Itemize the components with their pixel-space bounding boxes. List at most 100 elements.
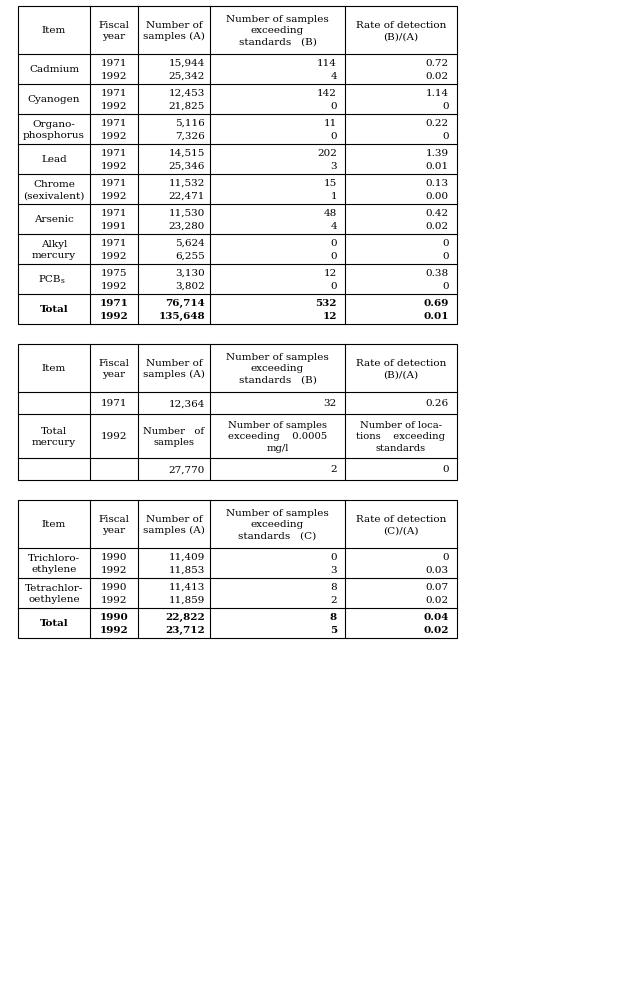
Text: 1992: 1992 — [101, 282, 127, 291]
Text: s: s — [61, 277, 65, 285]
Text: 0: 0 — [442, 239, 449, 247]
Text: 7,326: 7,326 — [175, 132, 205, 141]
Text: Number of
samples (A): Number of samples (A) — [143, 21, 205, 41]
Text: Fiscal
year: Fiscal year — [99, 515, 130, 534]
Text: Cyanogen: Cyanogen — [28, 96, 80, 105]
Text: 2: 2 — [330, 596, 337, 604]
Text: 1971: 1971 — [101, 178, 127, 187]
Text: Number of samples
exceeding
standards   (B): Number of samples exceeding standards (B… — [226, 353, 329, 385]
Text: 0.04: 0.04 — [424, 612, 449, 621]
Text: 1992: 1992 — [101, 132, 127, 141]
Text: 4: 4 — [330, 222, 337, 231]
Text: Number of samples
exceeding    0.0005
mg/l: Number of samples exceeding 0.0005 mg/l — [228, 421, 327, 453]
Text: 1.39: 1.39 — [426, 149, 449, 158]
Text: 1990: 1990 — [99, 612, 128, 621]
Text: 4: 4 — [330, 72, 337, 81]
Text: 3: 3 — [330, 566, 337, 575]
Text: 0.13: 0.13 — [426, 178, 449, 187]
Text: Total: Total — [39, 306, 68, 315]
Text: Rate of detection
(C)/(A): Rate of detection (C)/(A) — [356, 515, 446, 534]
Text: 1971: 1971 — [101, 209, 127, 218]
Text: 0.72: 0.72 — [426, 59, 449, 68]
Text: Number of samples
exceeding
standards   (B): Number of samples exceeding standards (B… — [226, 15, 329, 47]
Text: 0: 0 — [330, 282, 337, 291]
Text: Total: Total — [39, 619, 68, 628]
Text: 1992: 1992 — [101, 432, 127, 441]
Text: 0.02: 0.02 — [426, 72, 449, 81]
Text: 1992: 1992 — [101, 102, 127, 111]
Text: 25,346: 25,346 — [168, 162, 205, 171]
Text: 8: 8 — [330, 583, 337, 592]
Text: 0.03: 0.03 — [426, 566, 449, 575]
Text: Cadmium: Cadmium — [29, 65, 79, 74]
Text: 22,822: 22,822 — [165, 612, 205, 621]
Text: Total
mercury: Total mercury — [32, 426, 76, 447]
Text: Number of loca-
tions    exceeding
standards: Number of loca- tions exceeding standard… — [357, 421, 445, 453]
Text: 23,712: 23,712 — [165, 625, 205, 634]
Text: Number of
samples (A): Number of samples (A) — [143, 358, 205, 379]
Text: 1971: 1971 — [101, 118, 127, 128]
Text: Number of samples
exceeding
standards   (C): Number of samples exceeding standards (C… — [226, 509, 329, 540]
Text: 11,530: 11,530 — [168, 209, 205, 218]
Text: 3: 3 — [330, 162, 337, 171]
Text: 1990: 1990 — [101, 583, 127, 592]
Text: 1992: 1992 — [101, 192, 127, 201]
Text: 532: 532 — [315, 299, 337, 308]
Text: Organo-
phosphorus: Organo- phosphorus — [23, 119, 85, 140]
Text: 0: 0 — [330, 552, 337, 561]
Text: 0.07: 0.07 — [426, 583, 449, 592]
Text: 12,364: 12,364 — [168, 399, 205, 408]
Text: 5,116: 5,116 — [175, 118, 205, 128]
Text: 0: 0 — [442, 132, 449, 141]
Text: 1992: 1992 — [99, 625, 128, 634]
Text: 8: 8 — [330, 612, 337, 621]
Text: 0: 0 — [442, 282, 449, 291]
Text: 1992: 1992 — [101, 162, 127, 171]
Text: 12,453: 12,453 — [168, 89, 205, 98]
Text: Fiscal
year: Fiscal year — [99, 359, 130, 379]
Text: 32: 32 — [324, 399, 337, 408]
Text: 0.42: 0.42 — [426, 209, 449, 218]
Text: Item: Item — [42, 520, 66, 528]
Text: 0.01: 0.01 — [423, 312, 449, 320]
Text: Fiscal
year: Fiscal year — [99, 21, 130, 41]
Text: 1: 1 — [330, 192, 337, 201]
Text: 0: 0 — [442, 251, 449, 261]
Text: 11: 11 — [324, 118, 337, 128]
Text: 0.69: 0.69 — [424, 299, 449, 308]
Text: 1971: 1971 — [101, 59, 127, 68]
Text: 27,770: 27,770 — [168, 465, 205, 474]
Text: Chrome
(sexivalent): Chrome (sexivalent) — [23, 179, 85, 200]
Text: 0: 0 — [330, 251, 337, 261]
Text: 0: 0 — [442, 552, 449, 561]
Text: 1991: 1991 — [101, 222, 127, 231]
Bar — [18, 501, 457, 638]
Text: 11,413: 11,413 — [168, 583, 205, 592]
Text: 23,280: 23,280 — [168, 222, 205, 231]
Text: 5: 5 — [330, 625, 337, 634]
Text: 135,648: 135,648 — [159, 312, 205, 320]
Text: 3,802: 3,802 — [175, 282, 205, 291]
Text: Rate of detection
(B)/(A): Rate of detection (B)/(A) — [356, 21, 446, 41]
Text: Trichloro-
ethylene: Trichloro- ethylene — [28, 553, 80, 574]
Text: 0: 0 — [330, 132, 337, 141]
Text: 1992: 1992 — [101, 72, 127, 81]
Text: 0.00: 0.00 — [426, 192, 449, 201]
Text: 11,859: 11,859 — [168, 596, 205, 604]
Text: 0.02: 0.02 — [426, 222, 449, 231]
Text: PCB: PCB — [39, 275, 61, 284]
Text: 3,130: 3,130 — [175, 268, 205, 278]
Text: Number   of
samples: Number of samples — [143, 426, 205, 447]
Text: 0.26: 0.26 — [426, 399, 449, 408]
Text: 12: 12 — [323, 312, 337, 320]
Text: 202: 202 — [317, 149, 337, 158]
Text: 5,624: 5,624 — [175, 239, 205, 247]
Text: 1992: 1992 — [101, 596, 127, 604]
Bar — [18, 7, 457, 324]
Text: 0.22: 0.22 — [426, 118, 449, 128]
Text: 2: 2 — [330, 465, 337, 474]
Text: 114: 114 — [317, 59, 337, 68]
Text: Rate of detection
(B)/(A): Rate of detection (B)/(A) — [356, 359, 446, 379]
Text: 76,714: 76,714 — [165, 299, 205, 308]
Text: 1992: 1992 — [101, 251, 127, 261]
